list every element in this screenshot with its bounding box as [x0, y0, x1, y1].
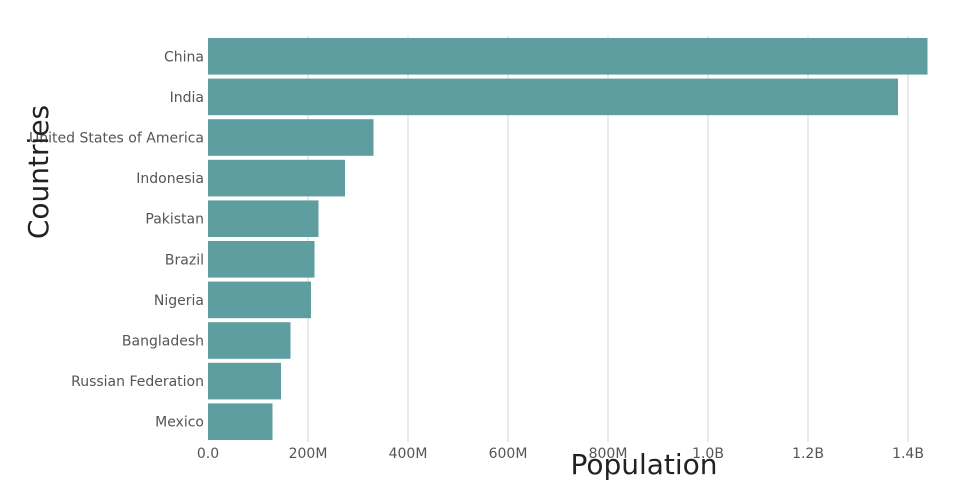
- y-axis-title: Countries: [22, 105, 55, 239]
- bar-united-states-of-america[interactable]: [208, 119, 374, 156]
- x-tick-label-600m: 600M: [489, 446, 528, 462]
- bar-mexico[interactable]: [208, 403, 273, 440]
- bar-brazil[interactable]: [208, 241, 315, 278]
- y-tick-label-nigeria: Nigeria: [154, 293, 204, 309]
- x-tick-label-0-0: 0.0: [197, 446, 219, 462]
- y-tick-label-india: India: [170, 90, 204, 106]
- x-tick-label-1-2b: 1.2B: [792, 446, 824, 462]
- bar-india[interactable]: [208, 78, 898, 116]
- y-tick-label-bangladesh: Bangladesh: [122, 334, 204, 350]
- bar-pakistan[interactable]: [208, 200, 319, 237]
- x-tick-labels: 0.0 200M 400M 600M 800M 1.0B 1.2B 1.4B: [197, 446, 924, 462]
- x-tick-label-800m: 800M: [589, 446, 628, 462]
- x-axis-title: Population: [570, 448, 717, 481]
- bar-indonesia[interactable]: [208, 159, 345, 197]
- bar-nigeria[interactable]: [208, 281, 311, 319]
- bar-bangladesh[interactable]: [208, 322, 291, 359]
- bar-china[interactable]: [208, 38, 928, 75]
- y-tick-label-united-states-of-america: United States of America: [29, 131, 204, 147]
- bar-russian-federation[interactable]: [208, 362, 281, 400]
- y-tick-labels: China India United States of America Indone…: [29, 49, 204, 430]
- bar-layer: [208, 38, 928, 440]
- y-tick-label-brazil: Brazil: [165, 252, 204, 268]
- y-tick-label-pakistan: Pakistan: [145, 212, 204, 228]
- x-tick-label-200m: 200M: [289, 446, 328, 462]
- y-tick-label-russian-federation: Russian Federation: [71, 374, 204, 390]
- y-tick-label-indonesia: Indonesia: [136, 171, 204, 187]
- y-tick-label-china: China: [164, 49, 204, 65]
- x-tick-label-1-4b: 1.4B: [892, 446, 924, 462]
- y-tick-label-mexico: Mexico: [155, 415, 204, 431]
- x-tick-label-400m: 400M: [389, 446, 428, 462]
- x-tick-label-1-0b: 1.0B: [692, 446, 724, 462]
